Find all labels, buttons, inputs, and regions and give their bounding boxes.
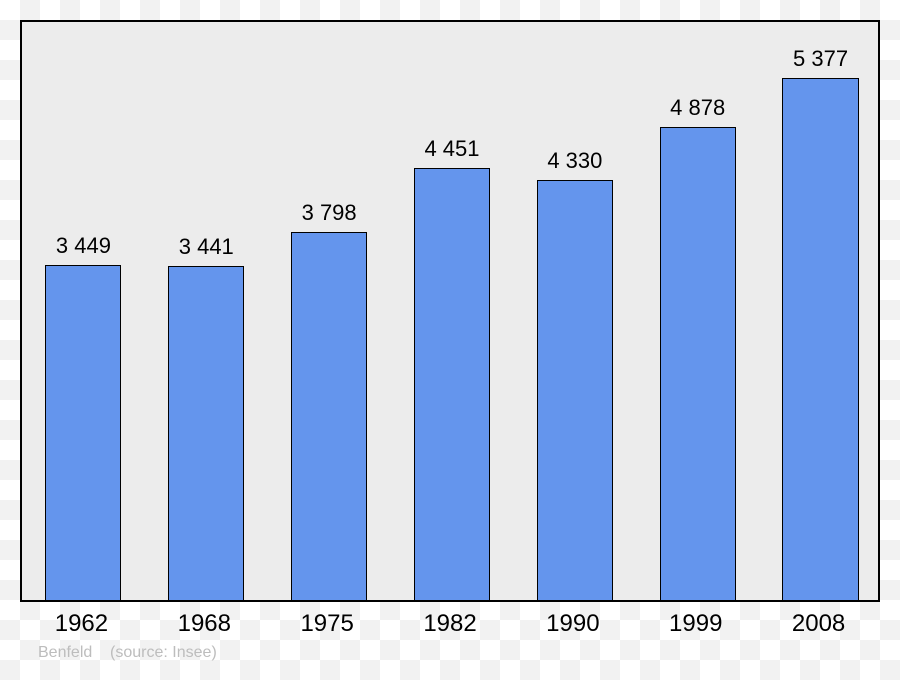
bar: 4 451: [414, 168, 490, 600]
bar-value-label: 4 878: [661, 95, 735, 121]
x-axis-label: 1975: [266, 610, 389, 638]
bar-value-label: 3 441: [169, 234, 243, 260]
x-axis-label: 1962: [20, 610, 143, 638]
bar: 3 449: [45, 265, 121, 600]
bar: 3 441: [168, 266, 244, 600]
bar-chart: 3 449 3 441 3 798 4 451 4 330 4 878 5 377: [20, 20, 880, 602]
chart-caption: Benfeld (source: Insee): [38, 644, 217, 662]
bar: 5 377: [782, 78, 858, 600]
bar: 4 330: [537, 180, 613, 600]
caption-source-prefix: (source:: [110, 644, 172, 661]
caption-place: Benfeld: [38, 644, 92, 661]
x-axis-label: 1982: [389, 610, 512, 638]
bar-value-label: 3 798: [292, 200, 366, 226]
caption-source: Insee: [172, 644, 211, 661]
bar-value-label: 3 449: [46, 233, 120, 259]
x-axis-label: 2008: [757, 610, 880, 638]
x-axis-label: 1968: [143, 610, 266, 638]
caption-source-suffix: ): [211, 644, 216, 661]
x-axis-labels: 1962196819751982199019992008: [20, 610, 880, 638]
bar: 3 798: [291, 232, 367, 600]
page: 3 449 3 441 3 798 4 451 4 330 4 878 5 377 1962…: [0, 0, 900, 680]
bar: 4 878: [660, 127, 736, 600]
bar-value-label: 4 451: [415, 136, 489, 162]
x-axis-label: 1990: [511, 610, 634, 638]
bar-value-label: 4 330: [538, 148, 612, 174]
x-axis-label: 1999: [634, 610, 757, 638]
bar-value-label: 5 377: [783, 46, 857, 72]
